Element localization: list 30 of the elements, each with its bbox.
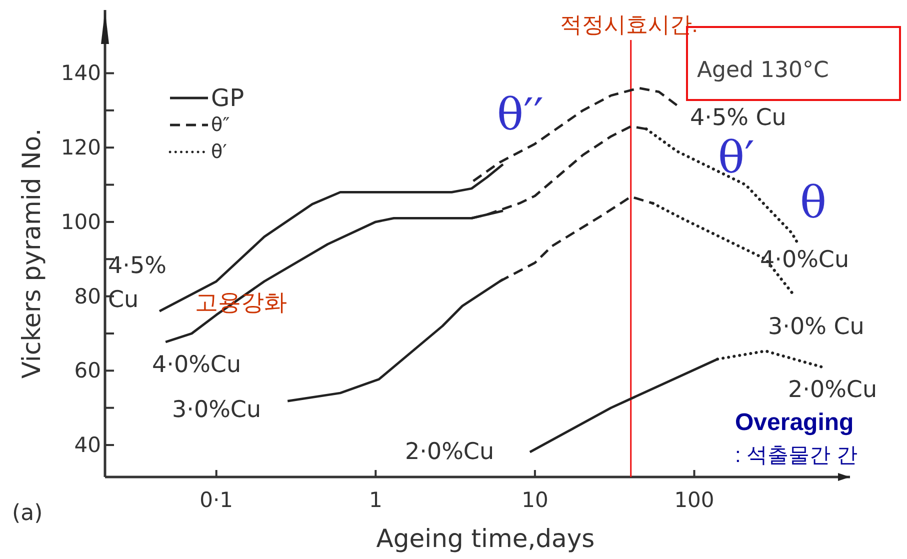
x-tick-label: 100 [674,488,714,512]
annotation: Overaging [735,409,854,436]
y-tick-label: 80 [74,284,101,308]
annotation: θ [800,178,826,228]
annotation: 4·5% Cu [108,253,166,313]
annotation: 2·0%Cu [405,439,494,465]
annotation: 3·0%Cu [172,397,262,423]
annotation: θ′ [718,132,754,184]
legend-label: GP [211,84,244,112]
legend-label: θ′ [211,141,227,163]
annotation: 2·0%Cu [788,377,878,403]
y-tick-label: 40 [74,433,101,458]
annotation: θ′′ [497,90,544,140]
y-tick-label: 140 [60,61,101,86]
y-axis-title: Vickers pyramid No. [17,128,46,379]
x-tick-label: 10 [522,488,548,512]
y-tick-label: 120 [60,136,101,160]
x-axis-title: Ageing time,days [376,524,595,553]
x-tick-label: 0·1 [200,488,234,512]
annotation: 4·0%Cu [152,352,242,378]
ref-line-label: 적정시효시간. [560,12,698,37]
legend-label: θ″ [211,114,230,136]
annotation: 3·0% Cu [768,314,864,340]
y-tick-label: 60 [74,358,101,383]
x-tick-label: 1 [368,488,382,512]
annotation: Aged 130°C [697,58,829,83]
annotation: 4·0%Cu [760,247,850,273]
y-tick-label: 100 [60,210,101,234]
annotation: : 석출물간 간 [735,444,858,467]
annotation: (a) [12,501,43,526]
